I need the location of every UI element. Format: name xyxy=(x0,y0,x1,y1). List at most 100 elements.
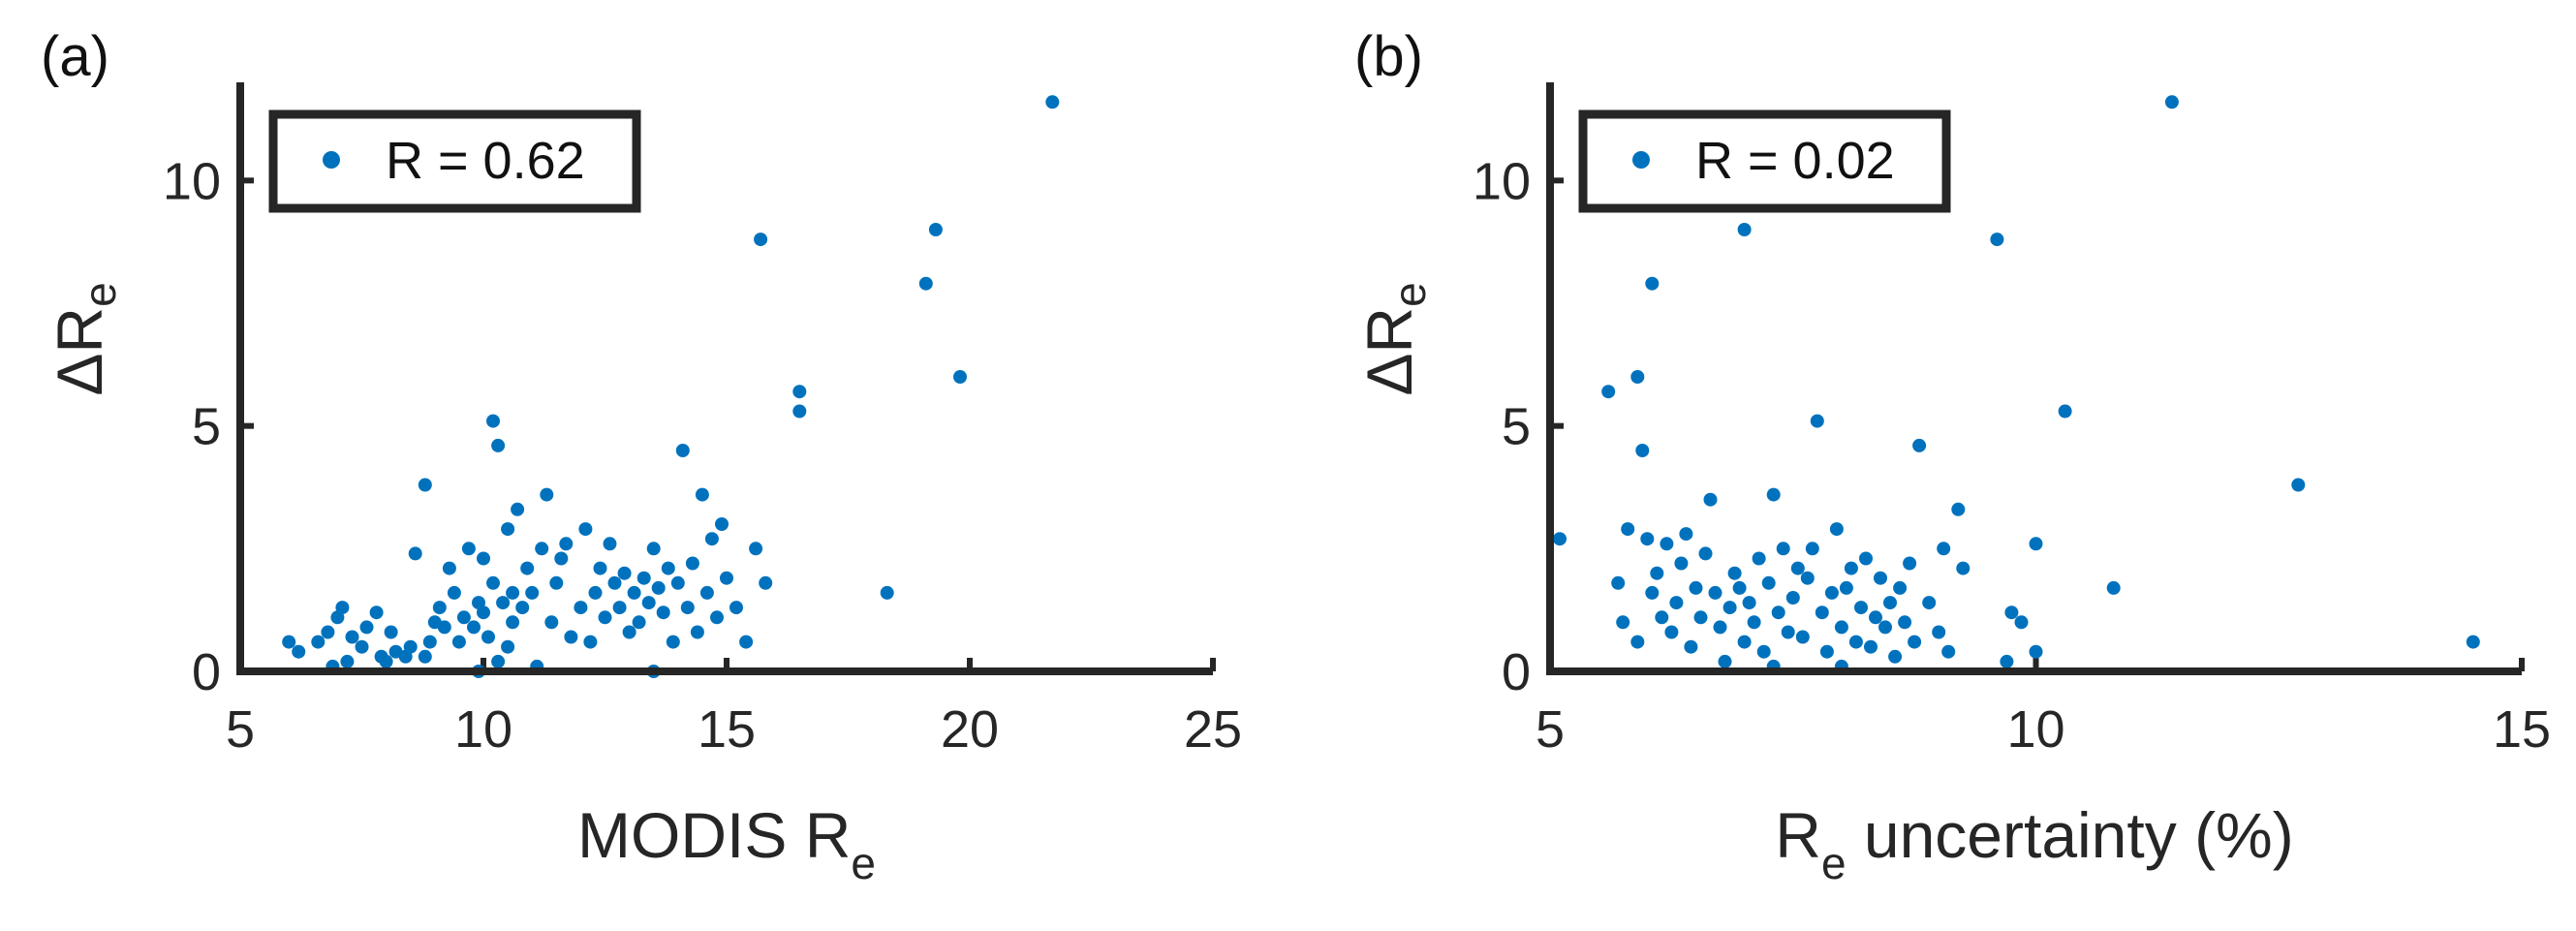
x-tick-label: 20 xyxy=(941,700,999,759)
data-point xyxy=(1635,444,1650,457)
data-point xyxy=(2164,95,2179,109)
data-point xyxy=(1747,615,1761,630)
data-point xyxy=(593,561,607,575)
data-point xyxy=(2029,644,2043,659)
data-point xyxy=(1742,596,1756,610)
data-point xyxy=(345,630,359,644)
data-point xyxy=(710,610,724,625)
data-point xyxy=(432,601,447,615)
data-point xyxy=(1693,610,1708,625)
data-point xyxy=(1703,492,1718,507)
data-point xyxy=(641,596,656,610)
data-point xyxy=(1883,596,1897,610)
data-point xyxy=(408,546,422,561)
data-point xyxy=(369,605,384,620)
data-point xyxy=(355,639,369,654)
data-point xyxy=(656,605,670,620)
panel-b-axes xyxy=(1546,82,2522,675)
data-point xyxy=(588,585,603,600)
data-point xyxy=(311,635,326,649)
data-point xyxy=(880,585,894,600)
data-point xyxy=(1990,233,2004,247)
panel-b-legend-text: R = 0.02 xyxy=(1695,132,1895,190)
data-point xyxy=(1674,556,1689,571)
panel-a-label: (a) xyxy=(41,25,109,88)
x-tick-label: 15 xyxy=(2493,700,2551,759)
data-point xyxy=(1616,615,1630,630)
data-point xyxy=(1727,566,1742,580)
data-point xyxy=(379,654,393,668)
data-point xyxy=(1771,605,1785,620)
data-point xyxy=(540,487,554,502)
data-point xyxy=(1800,571,1815,585)
data-point xyxy=(1689,580,1703,595)
data-point xyxy=(418,649,432,664)
data-point xyxy=(704,532,719,546)
data-point xyxy=(1611,575,1626,590)
data-point xyxy=(1874,571,1887,585)
data-point xyxy=(574,601,588,615)
data-point xyxy=(403,639,418,654)
panel-a-points xyxy=(282,95,1060,678)
data-point xyxy=(918,276,933,291)
data-point xyxy=(506,615,520,630)
data-point xyxy=(2106,580,2121,595)
data-point xyxy=(1912,438,1927,452)
data-point xyxy=(525,585,540,600)
panel-a-legend: R = 0.62 xyxy=(268,109,641,213)
data-point xyxy=(675,444,690,457)
data-point xyxy=(1908,635,1922,649)
data-point xyxy=(699,585,714,600)
data-point xyxy=(953,370,967,384)
data-point xyxy=(1669,596,1684,610)
data-point xyxy=(1650,566,1664,580)
data-point xyxy=(1903,556,1917,571)
y-tick-label: 10 xyxy=(1473,152,1531,210)
data-point xyxy=(1854,601,1868,615)
data-point xyxy=(1848,635,1863,649)
data-point xyxy=(491,438,506,452)
data-point xyxy=(559,537,574,551)
data-point xyxy=(340,654,355,668)
x-tick-label: 5 xyxy=(1536,700,1565,759)
data-point xyxy=(456,610,471,625)
data-point xyxy=(1824,585,1839,600)
data-point xyxy=(1679,527,1693,542)
panel-b-legend: R = 0.02 xyxy=(1578,109,1951,213)
data-point xyxy=(335,601,350,615)
data-point xyxy=(1819,644,1834,659)
data-point xyxy=(1790,561,1805,575)
data-point xyxy=(715,517,729,531)
x-tick-label: 10 xyxy=(454,700,512,759)
data-point xyxy=(1805,542,1819,556)
data-point xyxy=(1732,580,1747,595)
data-point xyxy=(695,487,709,502)
data-point xyxy=(1621,522,1635,537)
data-point xyxy=(359,620,374,635)
data-point xyxy=(670,575,685,590)
data-point xyxy=(422,635,437,649)
data-point xyxy=(720,571,733,585)
data-point xyxy=(2014,615,2029,630)
data-point xyxy=(739,635,754,649)
data-point xyxy=(1956,561,1971,575)
data-point xyxy=(1937,542,1951,556)
data-point xyxy=(418,478,432,492)
data-point xyxy=(1640,532,1655,546)
data-point xyxy=(666,635,680,649)
data-point xyxy=(549,575,564,590)
data-point xyxy=(2466,635,2480,649)
data-point xyxy=(1810,414,1824,428)
data-point xyxy=(321,625,335,639)
panel-b-x-axis-label: Re uncertainty (%) xyxy=(1775,799,2293,888)
data-point xyxy=(1664,625,1679,639)
data-point xyxy=(1645,276,1660,291)
data-point xyxy=(1660,537,1674,551)
panel-b-y-axis-label: ΔRe xyxy=(1353,282,1435,395)
data-point xyxy=(1932,625,1946,639)
data-point xyxy=(617,566,632,580)
x-tick-label: 5 xyxy=(226,700,255,759)
panel-a-y-axis-label: ΔRe xyxy=(44,282,125,395)
